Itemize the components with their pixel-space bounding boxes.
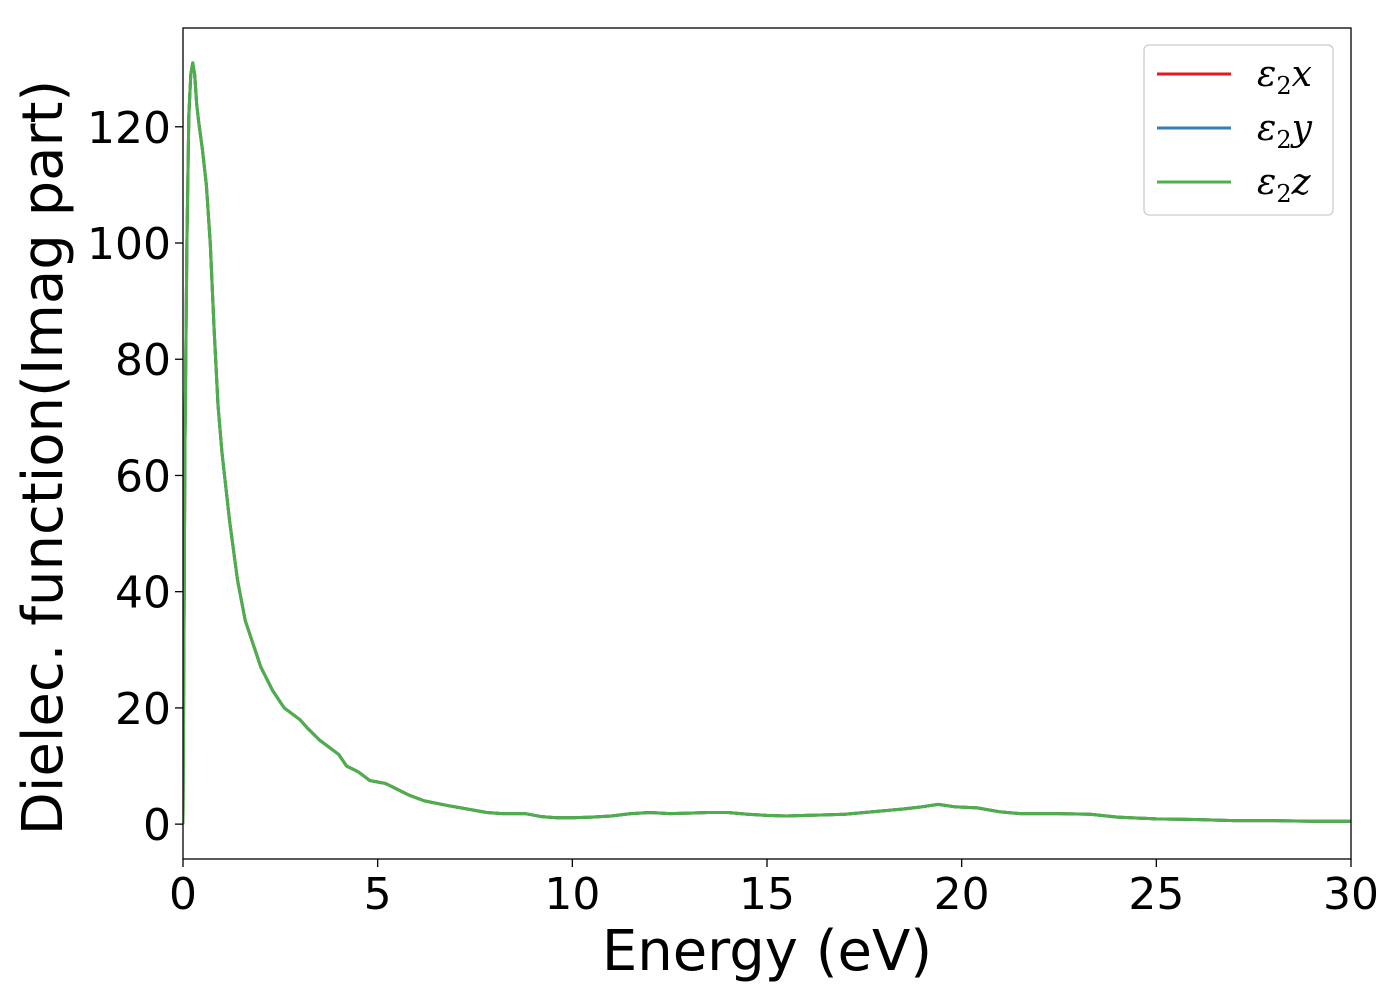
y-tick-label: 100 [87, 219, 171, 270]
x-tick-label: 30 [1323, 869, 1379, 920]
x-axis-ticks: 0 5 10 15 20 25 30 [169, 859, 1379, 920]
x-tick-label: 15 [739, 869, 795, 920]
y-tick-label: 40 [115, 568, 171, 619]
x-tick-label: 25 [1128, 869, 1184, 920]
legend-label-y: ε2y [1257, 108, 1313, 154]
x-axis-label: Energy (eV) [602, 919, 932, 984]
x-tick-label: 20 [934, 869, 990, 920]
y-tick-label: 80 [115, 335, 171, 386]
y-tick-label: 60 [115, 451, 171, 502]
y-axis-ticks: 0 20 40 60 80 100 120 [87, 103, 183, 851]
legend-box [1143, 44, 1334, 216]
x-tick-label: 0 [169, 869, 197, 920]
y-tick-label: 0 [143, 800, 171, 851]
legend-label-z: ε2z [1257, 162, 1312, 208]
y-tick-label: 20 [115, 684, 171, 735]
x-tick-label: 5 [364, 869, 392, 920]
legend: ε2x ε2y ε2z [1143, 44, 1334, 216]
series-line-z [183, 61, 1351, 825]
y-axis-label: Dielec. function(Imag part) [11, 80, 76, 836]
x-tick-label: 10 [544, 869, 600, 920]
legend-label-x: ε2x [1257, 54, 1312, 100]
y-tick-label: 120 [87, 103, 171, 154]
plot-lines [183, 61, 1351, 825]
